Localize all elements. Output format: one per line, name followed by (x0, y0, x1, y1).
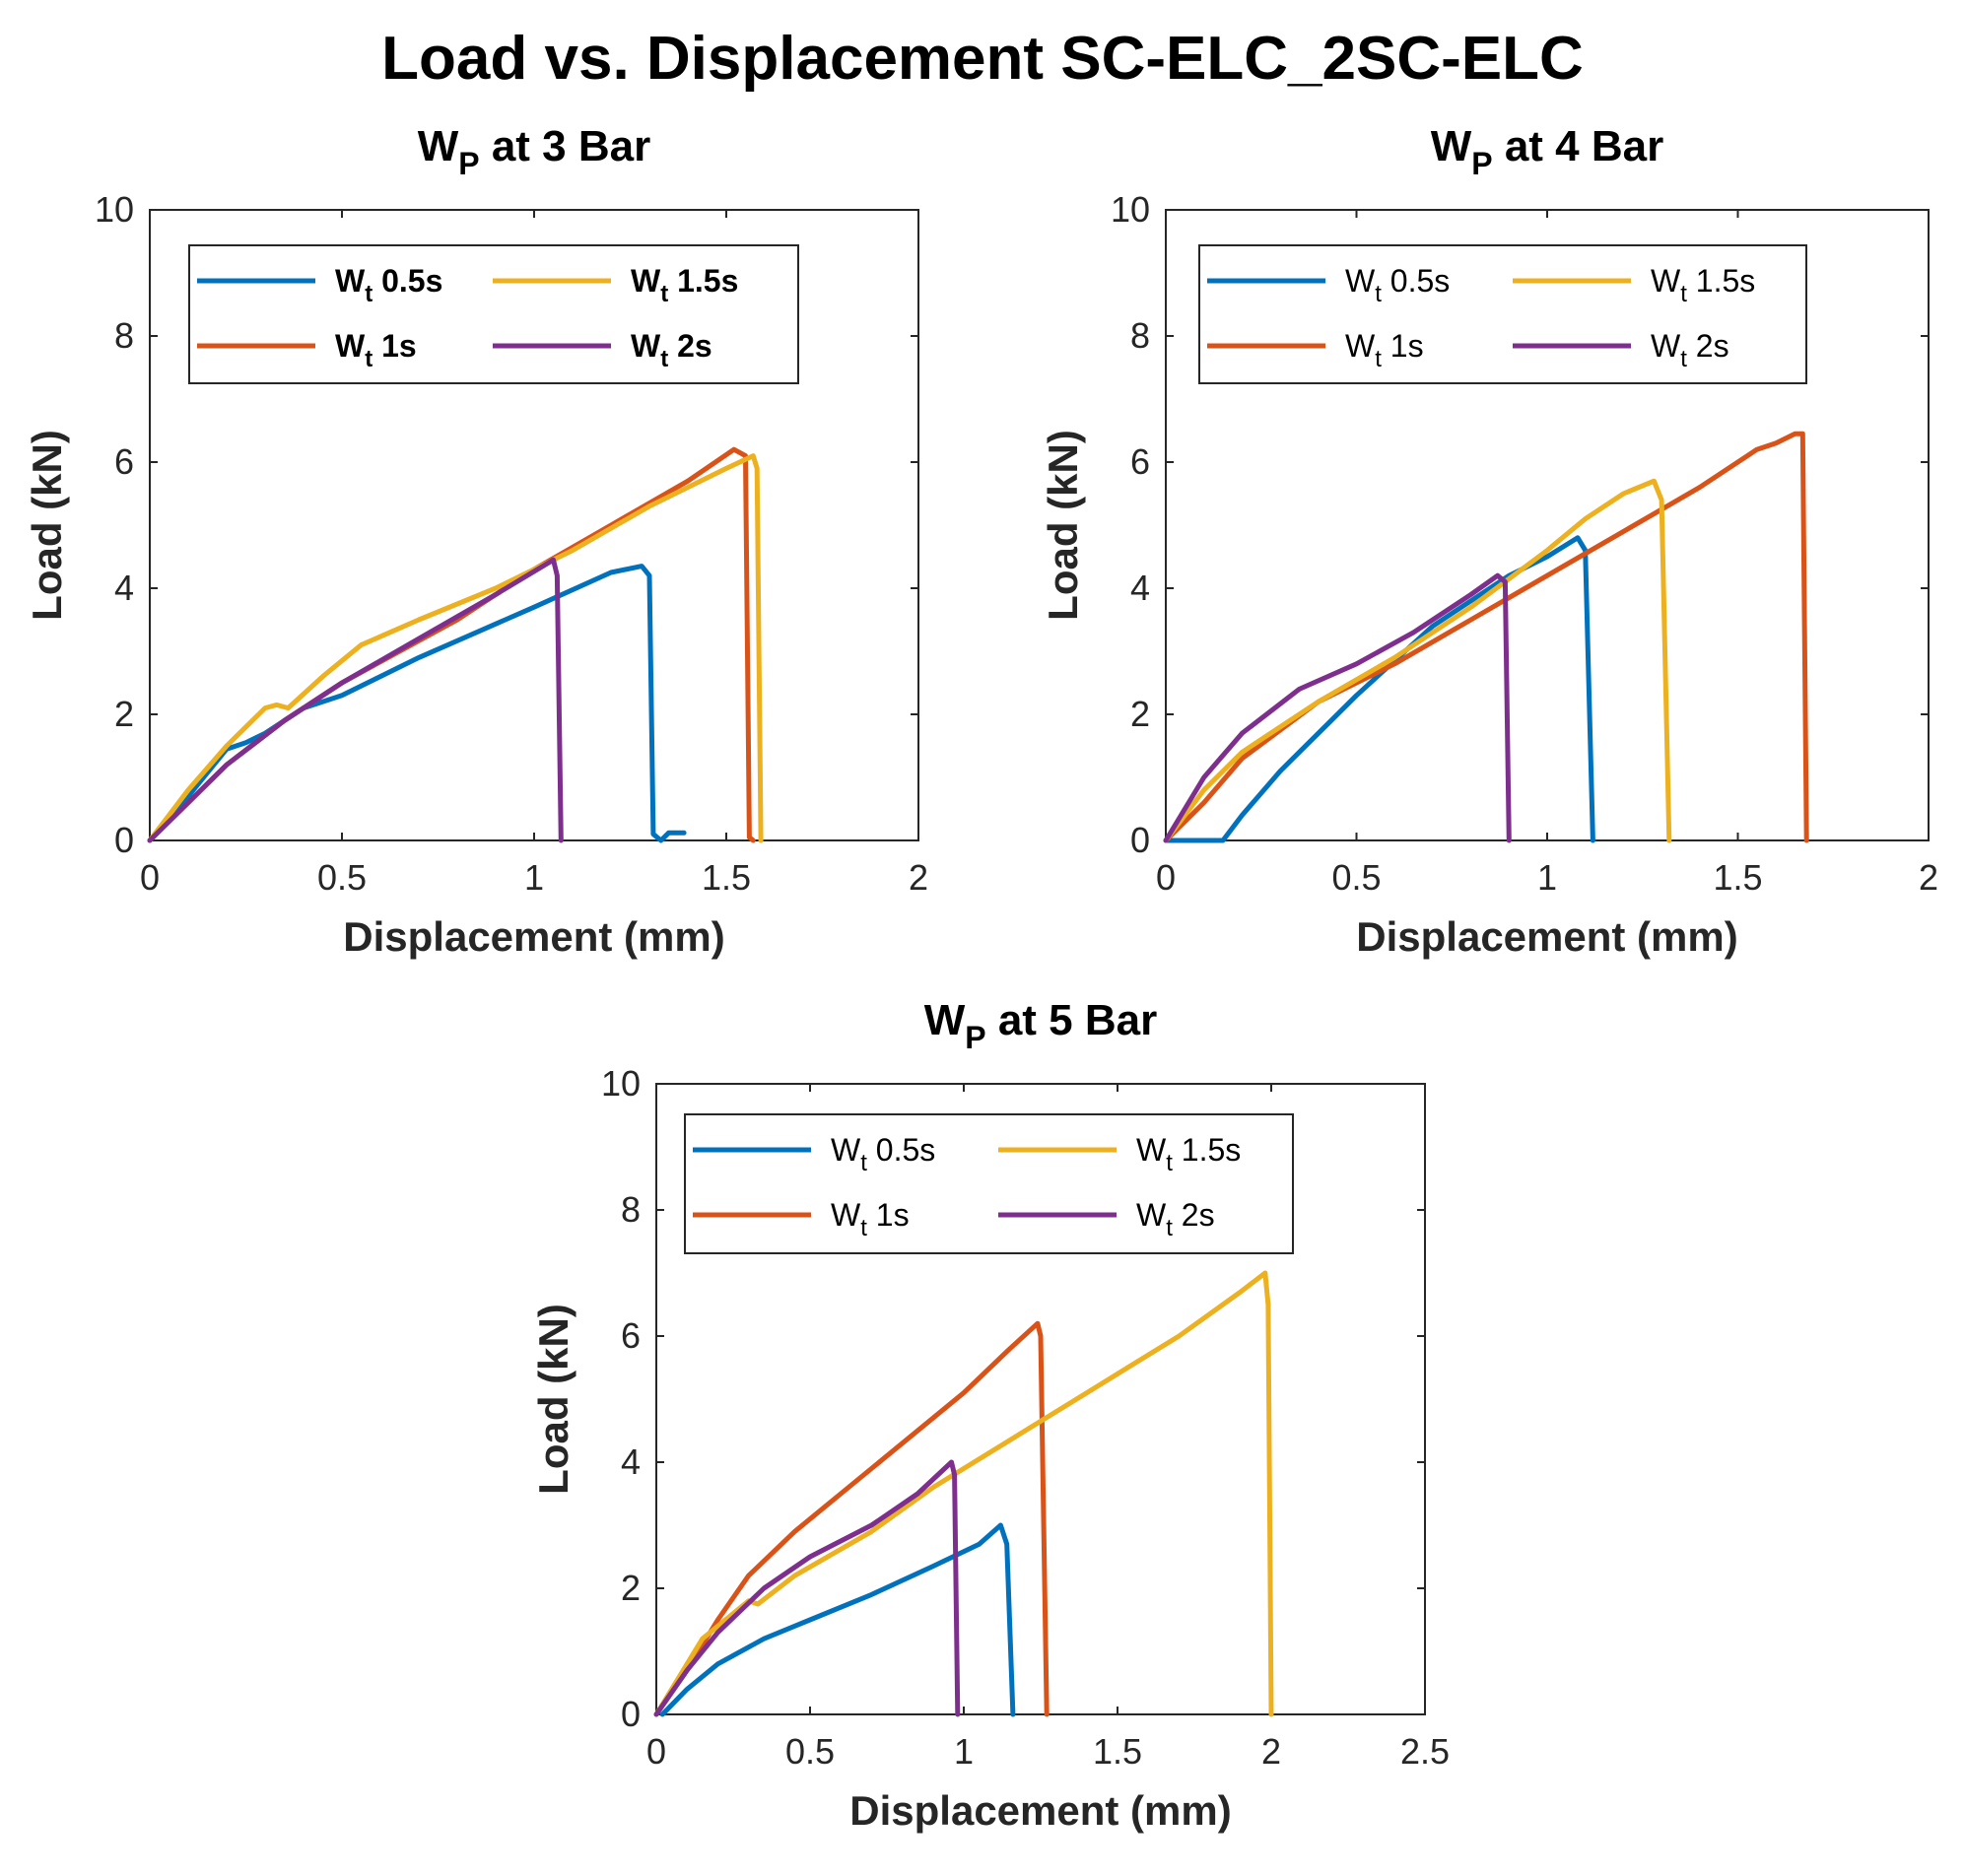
y-tick-label: 0 (114, 820, 134, 860)
series-line-wt-2s (653, 1459, 961, 1717)
legend-label: Wt 1s (1345, 328, 1424, 372)
x-tick-label: 1.5 (1713, 857, 1762, 898)
y-axis-label: Load (kN) (530, 1304, 576, 1495)
legend-label: Wt 1.5s (1136, 1132, 1241, 1176)
x-tick-label: 0 (140, 857, 160, 898)
legend: Wt 0.5s Wt 1.5s Wt 1s Wt 2s (1198, 244, 1807, 384)
x-axis-label: Displacement (mm) (1356, 913, 1737, 960)
legend-label: Wt 2s (631, 328, 712, 372)
y-tick-label: 0 (1130, 820, 1150, 860)
x-tick-label: 1.5 (1093, 1731, 1142, 1772)
chart-panel-1: WP at 3 Bar 0 0.5 1 1.5 2 0 2 4 6 8 10 Displacement … (24, 122, 928, 960)
y-tick-label: 6 (114, 441, 134, 482)
legend-box (684, 1113, 1294, 1254)
axes-box (655, 1083, 1426, 1715)
y-tick-label: 4 (1130, 568, 1150, 608)
y-tick-label: 0 (621, 1694, 641, 1734)
legend-label: Wt 2s (1651, 328, 1729, 372)
y-tick-label: 8 (114, 315, 134, 356)
series-line-wt-0-5s (659, 1522, 1016, 1717)
legend-label: Wt 1.5s (1651, 263, 1755, 307)
x-tick-label: 2 (1261, 1731, 1281, 1772)
x-axis-label: Displacement (mm) (849, 1787, 1231, 1834)
panel-title: WP at 5 Bar (924, 996, 1158, 1055)
x-tick-label: 1.5 (702, 857, 751, 898)
series-line-wt-1-5s (1163, 478, 1672, 843)
legend-label: Wt 0.5s (335, 263, 442, 307)
x-tick-label: 0 (646, 1731, 666, 1772)
series-line-wt-1s (1163, 431, 1809, 843)
legend: Wt 0.5s Wt 1.5s Wt 1s Wt 2s (684, 1113, 1294, 1254)
y-tick-label: 2 (114, 694, 134, 734)
series-line-wt-2s (1163, 572, 1512, 843)
legend-label: Wt 1.5s (631, 263, 738, 307)
y-tick-label: 8 (1130, 315, 1150, 356)
x-tick-label: 0.5 (317, 857, 367, 898)
series-line-wt-2s (147, 557, 564, 843)
y-tick-label: 6 (621, 1315, 641, 1356)
legend-box (188, 244, 799, 384)
x-tick-label: 2 (1919, 857, 1938, 898)
legend-label: Wt 0.5s (831, 1132, 935, 1176)
y-tick-label: 4 (114, 568, 134, 608)
y-tick-label: 2 (621, 1568, 641, 1608)
panel-title: WP at 3 Bar (418, 122, 651, 181)
panel-title: WP at 4 Bar (1431, 122, 1664, 181)
series-line-wt-0-5s (1163, 535, 1595, 843)
y-tick-label: 10 (95, 189, 134, 230)
x-tick-label: 2.5 (1400, 1731, 1450, 1772)
legend-box (1198, 244, 1807, 384)
x-tick-label: 0 (1156, 857, 1176, 898)
x-tick-label: 2 (909, 857, 928, 898)
legend-label: Wt 1s (831, 1197, 910, 1241)
series-line-wt-1-5s (147, 453, 764, 843)
legend-label: Wt 1s (335, 328, 417, 372)
x-tick-label: 1 (524, 857, 544, 898)
series-line-wt-0-5s (147, 564, 687, 843)
y-tick-label: 10 (1111, 189, 1150, 230)
legend-label: Wt 2s (1136, 1197, 1215, 1241)
chart-panel-2: WP at 4 Bar 0 0.5 1 1.5 2 0 2 4 6 8 10 Displacement … (1040, 122, 1938, 960)
figure-title: Load vs. Displacement SC-ELC_2SC-ELC (381, 25, 1584, 93)
legend: Wt 0.5s Wt 1.5s Wt 1s Wt 2s (188, 244, 799, 384)
y-tick-label: 6 (1130, 441, 1150, 482)
x-tick-label: 1 (954, 1731, 974, 1772)
x-tick-label: 0.5 (785, 1731, 835, 1772)
y-tick-label: 2 (1130, 694, 1150, 734)
x-tick-label: 0.5 (1331, 857, 1381, 898)
y-axis-label: Load (kN) (24, 430, 70, 621)
x-axis-label: Displacement (mm) (343, 913, 724, 960)
legend-label: Wt 0.5s (1345, 263, 1450, 307)
x-tick-label: 1 (1537, 857, 1557, 898)
y-axis-label: Load (kN) (1040, 430, 1086, 621)
y-tick-label: 8 (621, 1189, 641, 1230)
y-tick-label: 4 (621, 1441, 641, 1482)
y-tick-label: 10 (601, 1063, 641, 1104)
chart-panel-3: WP at 5 Bar 0 0.5 1 1.5 2 2.5 0 2 4 6 8 10 Displaceme… (530, 996, 1450, 1834)
